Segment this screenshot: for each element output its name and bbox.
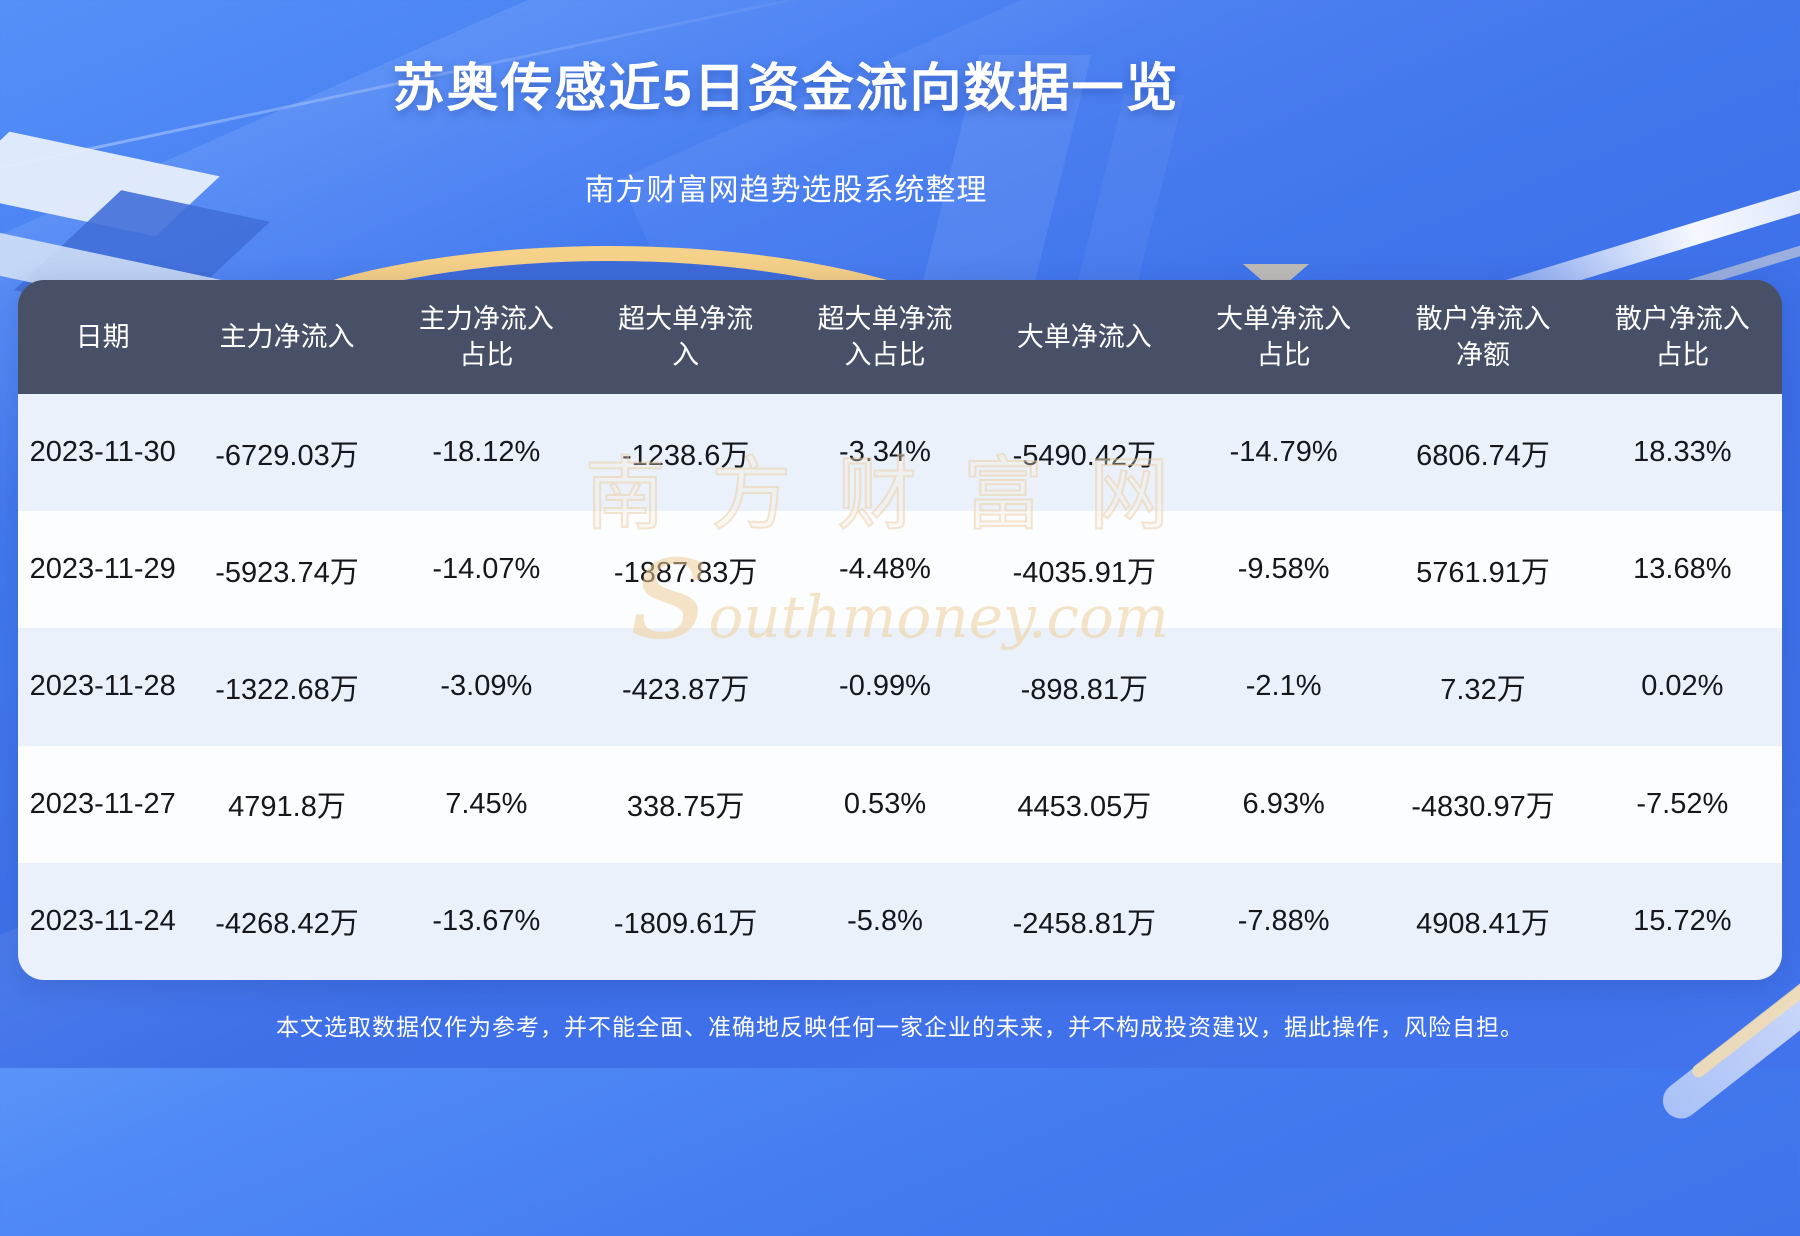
table-cell: -2.1% [1245,670,1322,703]
table-cell: -423.87万 [621,673,750,706]
table-cell: -1809.61万 [613,908,758,941]
page-title: 苏奥传感近5日资金流向数据一览 [392,60,1180,118]
table-cell: 5761.91万 [1416,556,1550,589]
table-row: 2023-11-30 -6729.03万 -18.12% -1238.6万 -3… [18,394,1782,512]
table-cell: 2023-11-29 [29,553,176,586]
table-cell: -13.67% [432,904,541,937]
column-header-xl-order-net-inflow-ratio: 超大单净流 入占比 [785,280,985,394]
table-cell: -1887.83万 [613,556,758,589]
table-cell: -3.09% [440,670,533,703]
table-cell: 4908.41万 [1416,908,1550,941]
table-cell: 13.68% [1633,553,1732,586]
column-header-xl-order-net-inflow: 超大单净流 入 [586,280,786,394]
column-header-main-net-inflow: 主力净流入 [187,280,387,394]
page-subtitle: 南方财富网趋势选股系统整理 [584,174,988,207]
table-row: 2023-11-27 4791.8万 7.45% 338.75万 0.53% 4… [18,745,1782,863]
table-row: 2023-11-29 -5923.74万 -14.07% -1887.83万 -… [18,511,1782,629]
footer: 本文选取数据仅作为参考，并不能全面、准确地反映任何一家企业的未来，并不构成投资建… [0,1008,1800,1042]
table-cell: -7.52% [1636,787,1729,820]
table-cell: -14.07% [432,553,541,586]
column-header-main-net-inflow-ratio: 主力净流入 占比 [386,280,586,394]
table-cell: 2023-11-28 [29,670,176,703]
table-cell: -9.58% [1237,553,1330,586]
table-cell: 4791.8万 [228,791,346,824]
table-row: 2023-11-24 -4268.42万 -13.67% -1809.61万 -… [18,862,1782,980]
table-row: 2023-11-28 -1322.68万 -3.09% -423.87万 -0.… [18,628,1782,746]
table-cell: 338.75万 [626,791,745,824]
table-cell: -5923.74万 [215,556,359,589]
table-cell: -4.48% [839,553,931,586]
table-cell: -3.34% [839,436,931,469]
table-cell: 7.32万 [1440,673,1526,706]
table-cell: -5490.42万 [1012,439,1157,472]
table-cell: -4035.91万 [1012,556,1157,589]
table-cell: -4830.97万 [1411,791,1555,824]
table-cell: -0.99% [839,670,931,703]
table-cell: 0.02% [1641,670,1724,703]
table-cell: 2023-11-27 [29,787,176,820]
column-header-large-order-net-inflow-ratio: 大单净流入 占比 [1183,280,1384,394]
table-cell: -1238.6万 [621,439,750,472]
table-cell: 15.72% [1633,904,1732,937]
table-cell: 2023-11-24 [29,904,176,937]
table-cell: -6729.03万 [215,439,359,472]
table-cell: 0.53% [843,787,927,820]
table-cell: -4268.42万 [215,908,359,941]
disclaimer-text: 本文选取数据仅作为参考，并不能全面、准确地反映任何一家企业的未来，并不构成投资建… [276,1014,1524,1040]
table-cell: -18.12% [432,436,541,469]
table-cell: -1322.68万 [215,673,359,706]
table-header-row: 日期 主力净流入 主力净流入 占比 超大单净流 入 超大单净流 入占比 大单净流… [18,280,1782,394]
table-cell: -5.8% [847,904,923,937]
table-cell: -2458.81万 [1012,908,1157,941]
column-header-retail-net-inflow-ratio: 散户净流入 占比 [1582,280,1782,394]
table-cell: 18.33% [1633,436,1732,469]
column-header-retail-net-inflow: 散户净流入 净额 [1383,280,1583,394]
table-cell: 2023-11-30 [29,436,176,469]
column-header-large-order-net-inflow: 大单净流入 [984,280,1184,394]
table-cell: -7.88% [1237,904,1330,937]
table-cell: -14.79% [1229,436,1338,469]
table-cell: 7.45% [445,787,528,820]
table-cell: 6806.74万 [1416,439,1550,472]
trapezoid-decoration [1243,264,1309,280]
fund-flow-table: 日期 主力净流入 主力净流入 占比 超大单净流 入 超大单净流 入占比 大单净流… [18,280,1782,980]
column-header-date: 日期 [18,280,188,394]
table-cell: 4453.05万 [1017,791,1152,824]
table-cell: -898.81万 [1020,673,1148,706]
hero-header: 苏奥传感近5日资金流向数据一览 南方财富网趋势选股系统整理 [0,0,1572,209]
table-cell: 6.93% [1242,787,1325,820]
